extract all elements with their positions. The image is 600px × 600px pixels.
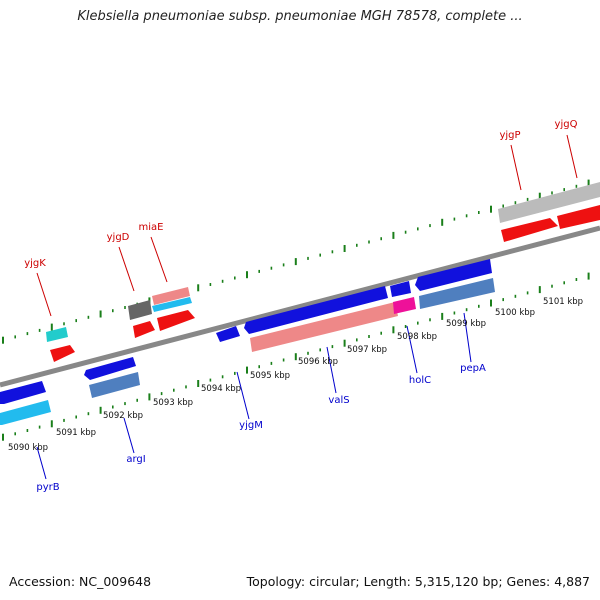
scale-labels: 5090 kbp 5091 kbp 5092 kbp 5093 kbp 5094…: [8, 297, 583, 453]
gene-miaE-pink[interactable]: [152, 287, 190, 305]
scale-label: 5100 kbp: [495, 308, 535, 318]
gene-label-miaE[interactable]: miaE: [139, 222, 164, 233]
genome-backbone: [0, 225, 600, 388]
topology-text: Topology: circular; Length: 5,315,120 bp…: [246, 574, 590, 589]
gene-yjgK-cyan[interactable]: [46, 327, 68, 342]
reverse-leader-lines: [36, 312, 472, 480]
lower-tick-track: [2, 272, 590, 441]
gene-holC-magenta[interactable]: [393, 297, 416, 314]
accession-text: Accession: NC_009648: [9, 574, 152, 589]
scale-label: 5097 kbp: [347, 345, 387, 355]
gene-yjgP-grey[interactable]: [498, 182, 600, 223]
gene-yjgD-red[interactable]: [133, 321, 155, 338]
gene-pyrB-blue[interactable]: [0, 381, 46, 404]
gene-argI-blue[interactable]: [84, 357, 136, 380]
gene-pyrB-cyan[interactable]: [0, 400, 51, 425]
gene-holC-blue[interactable]: [390, 281, 411, 297]
reverse-strand-features: [0, 259, 495, 425]
scale-label: 5090 kbp: [8, 443, 48, 453]
gene-label-valS[interactable]: valS: [328, 395, 349, 406]
gene-miaE-red[interactable]: [157, 310, 195, 331]
gene-valS-blue[interactable]: [244, 286, 388, 334]
gene-yjgM-blue[interactable]: [216, 326, 240, 342]
scale-label: 5094 kbp: [201, 384, 241, 394]
gene-yjgD-grey[interactable]: [128, 300, 152, 320]
map-title: Klebsiella pneumoniae subsp. pneumoniae …: [77, 9, 523, 24]
scale-label: 5095 kbp: [250, 371, 290, 381]
gene-yjgK-red[interactable]: [50, 345, 75, 362]
gene-argI-steel[interactable]: [89, 372, 140, 398]
scale-label: 5099 kbp: [446, 319, 486, 329]
upper-tick-track: [2, 179, 590, 344]
forward-strand-features: [46, 182, 600, 362]
gene-label-holC[interactable]: holC: [409, 375, 431, 386]
forward-leader-lines: [36, 134, 578, 317]
gene-pepA-blue[interactable]: [415, 259, 492, 291]
gene-miaE-cyan[interactable]: [152, 297, 192, 312]
gene-label-yjgQ[interactable]: yjgQ: [555, 119, 578, 130]
gene-yjgQ-red[interactable]: [557, 205, 600, 229]
gene-valS-pink[interactable]: [250, 302, 398, 352]
gene-pepA-steel[interactable]: [419, 278, 495, 309]
scale-label: 5096 kbp: [298, 357, 338, 367]
gene-label-pyrB[interactable]: pyrB: [36, 482, 59, 493]
gene-yjgP-red[interactable]: [501, 218, 558, 242]
scale-label: 5092 kbp: [103, 411, 143, 421]
gene-label-yjgD[interactable]: yjgD: [107, 232, 130, 243]
gene-label-yjgM[interactable]: yjgM: [239, 420, 263, 431]
scale-label: 5091 kbp: [56, 428, 96, 438]
gene-label-pepA[interactable]: pepA: [460, 363, 486, 374]
gene-label-argI[interactable]: argI: [126, 454, 145, 465]
scale-label: 5098 kbp: [397, 332, 437, 342]
gene-label-yjgK[interactable]: yjgK: [24, 258, 46, 269]
scale-label: 5101 kbp: [543, 297, 583, 307]
gene-label-yjgP[interactable]: yjgP: [499, 130, 520, 141]
scale-label: 5093 kbp: [153, 398, 193, 408]
